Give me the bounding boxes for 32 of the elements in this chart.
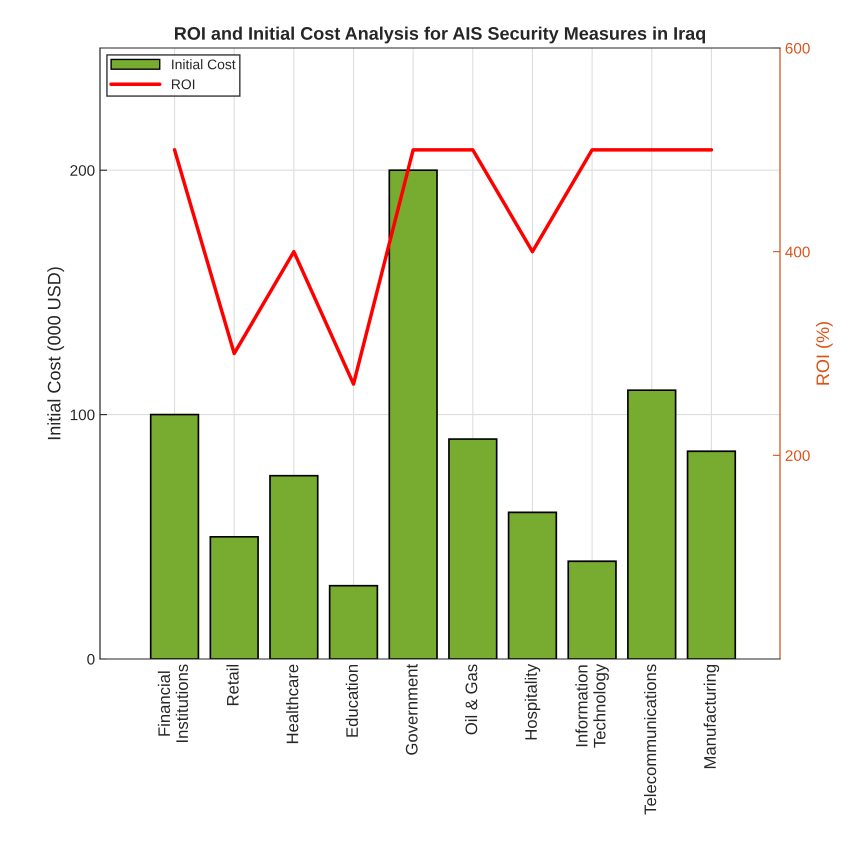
bar bbox=[210, 536, 259, 659]
x-tick-label: Oil & Gas bbox=[465, 664, 478, 734]
x-tick-label: Financial Institutions bbox=[158, 664, 188, 742]
x-tick-label: Healthcare bbox=[286, 664, 298, 744]
legend-label: ROI bbox=[172, 79, 194, 90]
bar bbox=[686, 450, 736, 659]
y-tick-label: 100 bbox=[70, 409, 95, 420]
x-tick-label: Hospitality bbox=[524, 664, 540, 740]
bar bbox=[150, 414, 200, 659]
bar bbox=[508, 512, 558, 659]
x-tick-label: Education bbox=[346, 664, 358, 737]
bar bbox=[269, 474, 319, 659]
x-tick-label: Telecommunications bbox=[644, 664, 656, 814]
bar bbox=[627, 389, 676, 659]
y2-tick-label: 200 bbox=[786, 450, 810, 462]
y-axis-title: Initial Cost (000 USD) bbox=[47, 267, 64, 440]
chart-title: ROI and Initial Cost Analysis for AIS Security Measures in Iraq bbox=[175, 26, 706, 44]
bar bbox=[448, 438, 498, 659]
x-tick-label: Manufacturing bbox=[704, 664, 720, 768]
x-tick-label: Retail bbox=[226, 664, 239, 706]
y2-tick-label: 400 bbox=[785, 246, 810, 258]
y2-axis-title: ROI (%) bbox=[816, 322, 833, 385]
y-tick-label: 0 bbox=[87, 654, 95, 665]
x-tick-label: Government bbox=[406, 664, 418, 755]
bar bbox=[388, 169, 438, 659]
line-series bbox=[172, 148, 714, 386]
legend-label: Initial Cost bbox=[172, 59, 236, 70]
bar bbox=[328, 584, 378, 659]
bar bbox=[567, 560, 617, 659]
y2-tick-label: 600 bbox=[786, 42, 810, 54]
x-tick-label: Information Technology bbox=[575, 664, 609, 748]
y-tick-label: 200 bbox=[70, 165, 95, 176]
